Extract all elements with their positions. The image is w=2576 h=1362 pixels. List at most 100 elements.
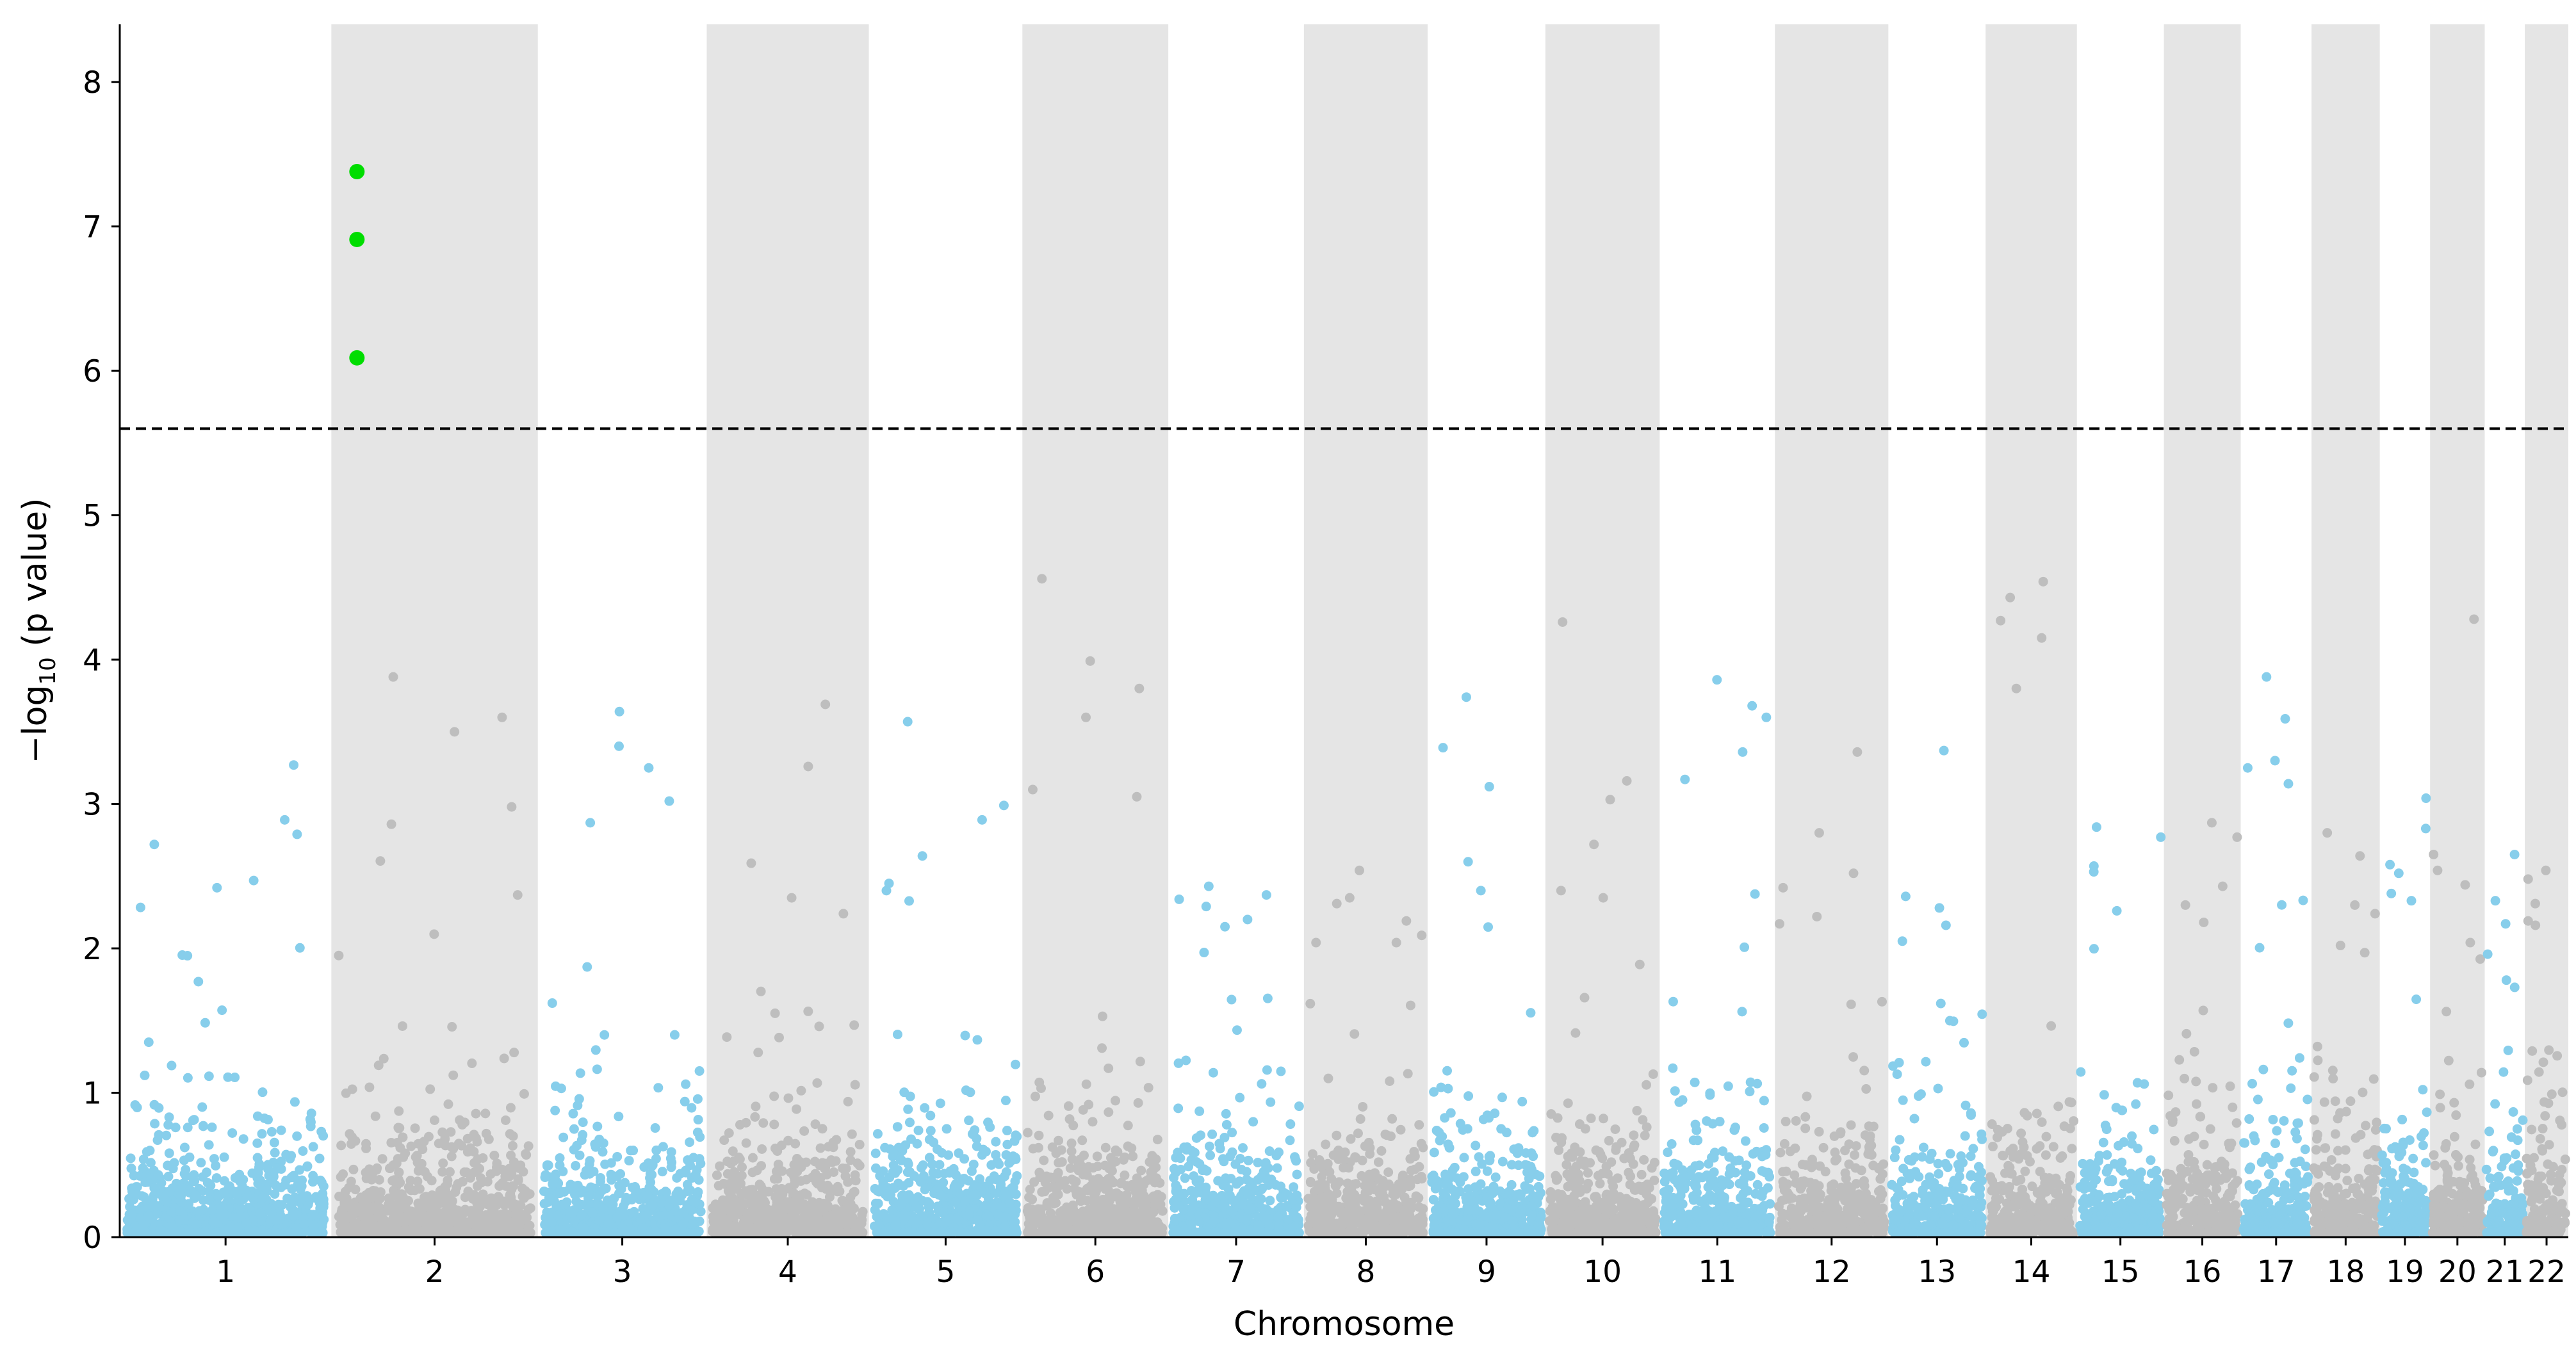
snp-point — [241, 1218, 252, 1228]
snp-point — [425, 1084, 436, 1094]
snp-point — [776, 1183, 787, 1194]
snp-point — [257, 1193, 268, 1203]
snp-point — [551, 1201, 562, 1211]
snp-point — [405, 1176, 416, 1186]
snp-point — [1011, 1130, 1021, 1140]
snp-point — [416, 1228, 426, 1238]
snp-point — [936, 1226, 946, 1236]
snp-point — [757, 1144, 767, 1154]
snp-point — [318, 1228, 328, 1238]
snp-point — [1179, 1225, 1189, 1235]
snp-point — [1355, 1114, 1365, 1124]
snp-point — [1182, 1142, 1192, 1153]
snp-point — [448, 1070, 459, 1080]
snp-point — [689, 1153, 699, 1163]
snp-point — [657, 1167, 667, 1177]
snp-point — [1065, 1163, 1075, 1173]
snp-point — [181, 1165, 191, 1175]
snp-point — [1063, 1101, 1073, 1111]
snp-point — [1374, 1188, 1385, 1199]
snp-point — [1034, 1077, 1045, 1087]
snp-point — [298, 1192, 309, 1202]
snp-point — [1012, 1171, 1022, 1181]
snp-point — [1097, 1043, 1107, 1053]
snp-point — [574, 1094, 584, 1104]
snp-point — [1111, 1145, 1121, 1155]
snp-point — [950, 1179, 961, 1189]
snp-point — [660, 1223, 671, 1233]
snp-point — [463, 1187, 473, 1197]
snp-point — [1151, 1173, 1161, 1183]
snp-point — [682, 1180, 692, 1190]
snp-point — [790, 1207, 801, 1217]
snp-point — [509, 1219, 519, 1229]
snp-point — [591, 1228, 601, 1238]
snp-point — [592, 1121, 603, 1131]
snp-point — [348, 1164, 359, 1174]
snp-point — [1349, 1180, 1359, 1190]
snp-point — [1079, 1150, 1089, 1160]
snp-point — [519, 1089, 529, 1099]
snp-point — [475, 1212, 485, 1222]
snp-point — [1364, 1186, 1374, 1196]
snp-point — [812, 1078, 822, 1088]
snp-point — [347, 1084, 357, 1094]
snp-point — [308, 1142, 318, 1152]
snp-point — [1322, 1228, 1332, 1238]
snp-point — [1145, 1157, 1155, 1167]
snp-point — [138, 1163, 148, 1173]
chromosome-band-14 — [1985, 24, 2077, 1237]
snp-point — [722, 1032, 732, 1042]
snp-point — [428, 1192, 439, 1203]
snp-point — [924, 1135, 934, 1145]
snp-point — [1289, 1182, 1299, 1192]
snp-point — [340, 1211, 350, 1221]
snp-point — [494, 1181, 505, 1191]
snp-point — [480, 1108, 491, 1119]
snp-point — [1081, 1079, 1091, 1089]
snp-point — [506, 1150, 516, 1160]
snp-point — [815, 1143, 826, 1153]
snp-point — [539, 1199, 550, 1209]
snp-point — [972, 1035, 982, 1045]
snp-point — [1276, 1181, 1286, 1192]
snp-point — [467, 1058, 477, 1069]
snp-point — [299, 1219, 309, 1229]
snp-point — [127, 1209, 137, 1219]
snp-point — [393, 1123, 404, 1133]
snp-point — [1285, 1119, 1296, 1130]
snp-point — [1365, 1177, 1375, 1187]
snp-point — [308, 1220, 318, 1231]
snp-point — [796, 1085, 806, 1096]
snp-point — [1011, 1189, 1021, 1199]
snp-point — [555, 1188, 565, 1199]
snp-point — [849, 1020, 860, 1030]
snp-point — [286, 1194, 297, 1204]
snp-point — [811, 1228, 822, 1238]
snp-point — [135, 902, 145, 912]
snp-point — [892, 1122, 902, 1132]
snp-point — [1092, 1180, 1102, 1190]
snp-point — [202, 1178, 213, 1188]
snp-cloud-chr1 — [122, 882, 329, 1238]
snp-point — [1194, 1181, 1205, 1192]
snp-point — [509, 1048, 519, 1058]
snp-point — [754, 1180, 765, 1190]
snp-point — [1196, 1228, 1206, 1238]
snp-point — [590, 1139, 600, 1149]
snp-point — [912, 1139, 922, 1149]
snp-point — [1307, 1149, 1317, 1159]
snp-point — [981, 1199, 991, 1210]
snp-point — [845, 1147, 856, 1157]
snp-point — [753, 1048, 763, 1058]
snp-point — [389, 1175, 400, 1185]
snp-point — [553, 1210, 563, 1220]
snp-point — [1353, 1128, 1363, 1139]
snp-point — [236, 1212, 246, 1222]
snp-point — [1405, 1174, 1415, 1185]
snp-point — [1262, 993, 1273, 1003]
snp-point — [1194, 1106, 1205, 1116]
snp-point — [350, 1185, 361, 1195]
snp-point — [964, 1209, 974, 1219]
snp-point — [968, 1159, 979, 1169]
